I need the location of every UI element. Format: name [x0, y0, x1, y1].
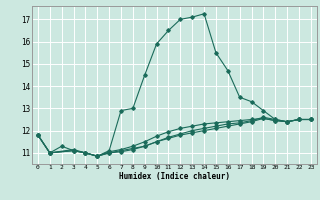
X-axis label: Humidex (Indice chaleur): Humidex (Indice chaleur) — [119, 172, 230, 181]
